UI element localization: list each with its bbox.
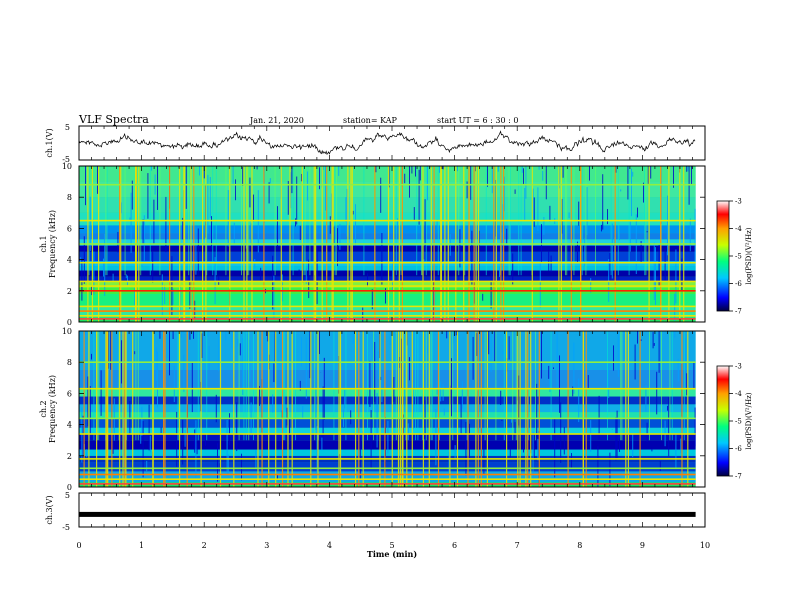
time-tick-label: 7 bbox=[515, 541, 520, 550]
time-tick-label: 4 bbox=[327, 541, 332, 550]
freq-tick-label: 10 bbox=[62, 162, 72, 171]
colorbar-tick-label: -7 bbox=[735, 473, 742, 481]
freq-tick-label: 8 bbox=[67, 358, 72, 367]
ch2-spectrogram-image bbox=[79, 331, 696, 487]
freq-tick-label: 4 bbox=[67, 421, 72, 430]
ch3-waveform-panel: 5 -5 ch.3(V) bbox=[45, 491, 706, 532]
time-axis-ticks bbox=[78, 126, 706, 527]
freq-tick-label: 6 bbox=[67, 224, 72, 233]
ch1-waveform-panel: 5 -5 ch.1(V) bbox=[45, 123, 706, 164]
colorbar-tick-label: -7 bbox=[735, 308, 742, 316]
ch2-spectrogram-yticks: 0 2 4 6 8 10 bbox=[62, 327, 705, 492]
freq-tick-label: 8 bbox=[67, 193, 72, 202]
colorbar-tick-label: -6 bbox=[735, 445, 742, 453]
time-axis-title: Time (min) bbox=[367, 549, 417, 559]
ch3-waveform-line bbox=[79, 511, 696, 517]
time-axis-labels: 0 1 2 3 4 5 6 7 8 9 10 bbox=[76, 541, 710, 550]
ch1-spectrogram-ylabel-line2: Frequency (kHz) bbox=[48, 210, 57, 278]
colorbar-tick-label: -4 bbox=[735, 225, 742, 233]
freq-tick-label: 0 bbox=[67, 483, 72, 492]
colorbar-tick-label: -6 bbox=[735, 280, 742, 288]
freq-tick-label: 0 bbox=[67, 318, 72, 327]
ch1-waveform-line bbox=[78, 130, 696, 156]
time-tick-label: 6 bbox=[452, 541, 457, 550]
ch1-waveform-ylabel: ch.1(V) bbox=[45, 128, 54, 157]
ch3-ytick-bottom: -5 bbox=[62, 523, 70, 532]
time-tick-label: 1 bbox=[139, 541, 144, 550]
ch1-colorbar bbox=[716, 200, 730, 312]
freq-tick-label: 2 bbox=[67, 452, 72, 461]
ch2-spectrogram-ylabel-line1: ch.2 bbox=[39, 400, 48, 417]
colorbar-tick-label: -5 bbox=[735, 418, 742, 426]
colorbar-tick-label: -3 bbox=[735, 363, 742, 371]
ch1-spectrogram-yticks: 0 2 4 6 8 10 bbox=[62, 162, 705, 327]
ch1-ytick-bottom: -5 bbox=[62, 155, 70, 164]
ch2-colorbar bbox=[716, 365, 730, 477]
time-tick-label: 9 bbox=[640, 541, 645, 550]
freq-tick-label: 10 bbox=[62, 327, 72, 336]
time-tick-label: 8 bbox=[577, 541, 582, 550]
time-tick-label: 0 bbox=[76, 541, 81, 550]
ch1-colorbar-ticks: -3 -4 -5 -6 -7 bbox=[729, 198, 742, 316]
freq-tick-label: 2 bbox=[67, 287, 72, 296]
freq-tick-label: 4 bbox=[67, 256, 72, 265]
start-time-label: start UT = 6 : 30 : 0 bbox=[437, 116, 518, 125]
ch3-ytick-top: 5 bbox=[65, 491, 70, 500]
ch2-spectrogram-ylabel-line2: Frequency (kHz) bbox=[48, 375, 57, 443]
station-label: station= KAP bbox=[343, 116, 398, 125]
ch3-waveform-ylabel: ch.3(V) bbox=[45, 495, 54, 524]
ch1-colorbar-label: log(PSD)(V²/Hz) bbox=[745, 227, 753, 284]
colorbar-tick-label: -4 bbox=[735, 390, 742, 398]
ch1-spectrogram-image bbox=[79, 166, 696, 322]
colorbar-tick-label: -5 bbox=[735, 253, 742, 261]
figure-title: VLF Spectra bbox=[78, 113, 149, 126]
freq-tick-label: 6 bbox=[67, 389, 72, 398]
ch2-colorbar-ticks: -3 -4 -5 -6 -7 bbox=[729, 363, 742, 481]
ch2-colorbar-label: log(PSD)(V²/Hz) bbox=[745, 392, 753, 449]
colorbar-tick-label: -3 bbox=[735, 198, 742, 206]
ch1-ytick-top: 5 bbox=[65, 123, 70, 132]
date-label: Jan. 21, 2020 bbox=[249, 116, 304, 125]
time-tick-label: 2 bbox=[202, 541, 207, 550]
time-tick-label: 3 bbox=[264, 541, 269, 550]
ch1-spectrogram-ylabel-line1: ch.1 bbox=[39, 235, 48, 252]
time-tick-label: 10 bbox=[700, 541, 710, 550]
time-tick-label: 5 bbox=[389, 541, 394, 550]
